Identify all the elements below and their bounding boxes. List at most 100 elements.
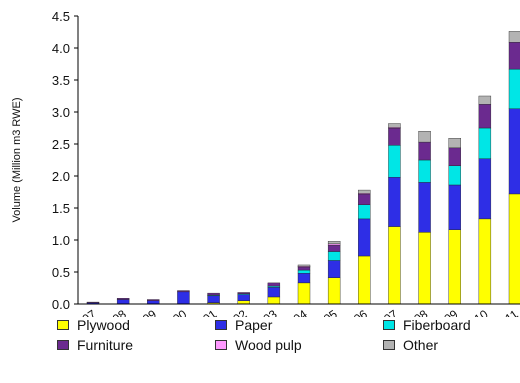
bar-segment-paper: [418, 182, 431, 233]
legend-swatch: [57, 320, 69, 330]
bar-segment-plywood: [297, 282, 311, 305]
legend-swatch: [57, 340, 69, 350]
x-tick-label: 1999: [129, 307, 159, 317]
x-axis: 1997199819992000200120022003200420052006…: [69, 303, 520, 334]
bar-segment-fiberboard: [448, 165, 461, 186]
bar-segment-furniture: [237, 292, 250, 294]
legend-swatch: [383, 320, 395, 330]
bar-segment-paper: [388, 177, 401, 227]
legend-label: Wood pulp: [235, 337, 302, 353]
x-tick-label: 2007: [370, 307, 400, 317]
bar-segment-fiberboard: [327, 251, 341, 261]
bar-segment-furniture: [147, 299, 160, 301]
bar-segment-plywood: [478, 218, 492, 305]
legend-item-wood-pulp: Wood pulp: [215, 337, 302, 353]
bar-segment-other: [508, 31, 520, 43]
legend-swatch: [215, 340, 227, 350]
legend-swatch: [383, 340, 395, 350]
bar-segment-other: [327, 241, 341, 245]
bar-segment-fiberboard: [358, 204, 371, 220]
bar-segment-paper: [267, 287, 281, 298]
bar-segment-furniture: [207, 292, 220, 296]
bar-segment-fiberboard: [418, 159, 431, 183]
x-tick-label: 2009: [431, 307, 461, 317]
x-tick-label: 2001: [189, 307, 219, 317]
bar-segment-fiberboard: [388, 145, 401, 178]
y-tick-label: 0.5: [52, 265, 70, 280]
y-axis: 0.0 0.5 1.0 1.5 2.0 2.5 3.0 3.5 4.0 4.5: [52, 9, 79, 312]
bar-segment-paper: [478, 158, 492, 220]
bar-segment-paper: [177, 291, 190, 305]
bar-segment-furniture: [418, 141, 431, 161]
bar-segment-paper: [448, 184, 461, 230]
x-tick-label: 2010: [461, 307, 491, 317]
bar-segment-fiberboard: [478, 127, 492, 159]
y-tick-label: 2.5: [52, 137, 70, 152]
legend-item-paper: Paper: [215, 317, 272, 333]
x-tick-label: 1998: [99, 307, 129, 317]
legend-item-fiberboard: Fiberboard: [383, 317, 471, 333]
y-tick-label: 3.0: [52, 105, 70, 120]
y-tick-label: 1.5: [52, 201, 70, 216]
legend: Plywood Paper Fiberboard Furniture Wood pulp…: [50, 317, 520, 381]
bar-segment-other: [297, 264, 311, 267]
bar-segment-furniture: [177, 290, 190, 293]
x-tick-label: 2006: [340, 307, 370, 317]
y-tick-label: 0.0: [52, 297, 70, 312]
bar-segment-furniture: [508, 42, 520, 70]
bar-segment-paper: [358, 218, 371, 257]
x-tick-label: 2011: [492, 307, 520, 317]
legend-label: Other: [403, 337, 439, 353]
legend-item-furniture: Furniture: [57, 337, 133, 353]
bar-segment-furniture: [388, 127, 401, 146]
legend-item-plywood: Plywood: [57, 317, 130, 333]
bar-segment-paper: [116, 299, 130, 305]
bar-segment-furniture: [116, 298, 130, 300]
bar-segment-furniture: [297, 266, 311, 271]
bar-segment-furniture: [448, 147, 461, 166]
bar-segment-plywood: [358, 255, 371, 305]
y-tick-label: 3.5: [52, 73, 70, 88]
bar-segment-furniture: [267, 282, 281, 287]
bar-segment-plywood: [327, 277, 341, 305]
x-tick-label: 2005: [310, 307, 340, 317]
legend-swatch: [215, 320, 227, 330]
y-axis-label: Volume (Million m3 RWE): [11, 97, 23, 222]
bar-segment-other: [418, 130, 431, 143]
bar-segment-furniture: [86, 301, 100, 304]
x-tick-label: 2000: [159, 307, 189, 317]
bar-segment-other: [448, 138, 461, 149]
bar-segment-fiberboard: [508, 68, 520, 110]
bar-segment-plywood: [418, 232, 431, 305]
bar-segment-other: [388, 123, 401, 128]
bars: [86, 31, 520, 305]
x-tick-label: 2008: [400, 307, 430, 317]
bar-segment-paper: [237, 294, 250, 301]
bar-segment-paper: [327, 260, 341, 278]
bar-segment-plywood: [388, 226, 401, 305]
x-tick-label: 2002: [220, 307, 250, 317]
bar-segment-paper: [207, 295, 220, 303]
bar-segment-furniture: [358, 193, 371, 205]
legend-item-other: Other: [383, 337, 438, 353]
y-tick-label: 4.5: [52, 9, 70, 24]
y-tick-label: 4.0: [52, 41, 70, 56]
chart-svg: Volume (Million m3 RWE) 0.0 0.5 1.0 1.5 2.0 2…: [11, 9, 520, 334]
x-tick-label: 2004: [280, 307, 310, 317]
bar-segment-paper: [297, 273, 311, 284]
bar-segment-fiberboard: [297, 269, 311, 274]
legend-label: Paper: [235, 317, 273, 333]
bar-segment-plywood: [267, 296, 281, 305]
bar-segment-furniture: [327, 244, 341, 252]
legend-label: Plywood: [77, 317, 130, 333]
y-tick-label: 1.0: [52, 233, 70, 248]
bar-segment-other: [358, 189, 371, 194]
bar-segment-plywood: [448, 229, 461, 305]
y-tick-label: 2.0: [52, 169, 70, 184]
bar-segment-plywood: [508, 193, 520, 305]
legend-label: Fiberboard: [403, 317, 471, 333]
x-tick-label: 1997: [69, 307, 99, 317]
bar-segment-paper: [508, 108, 520, 195]
bar-segment-other: [478, 95, 492, 105]
